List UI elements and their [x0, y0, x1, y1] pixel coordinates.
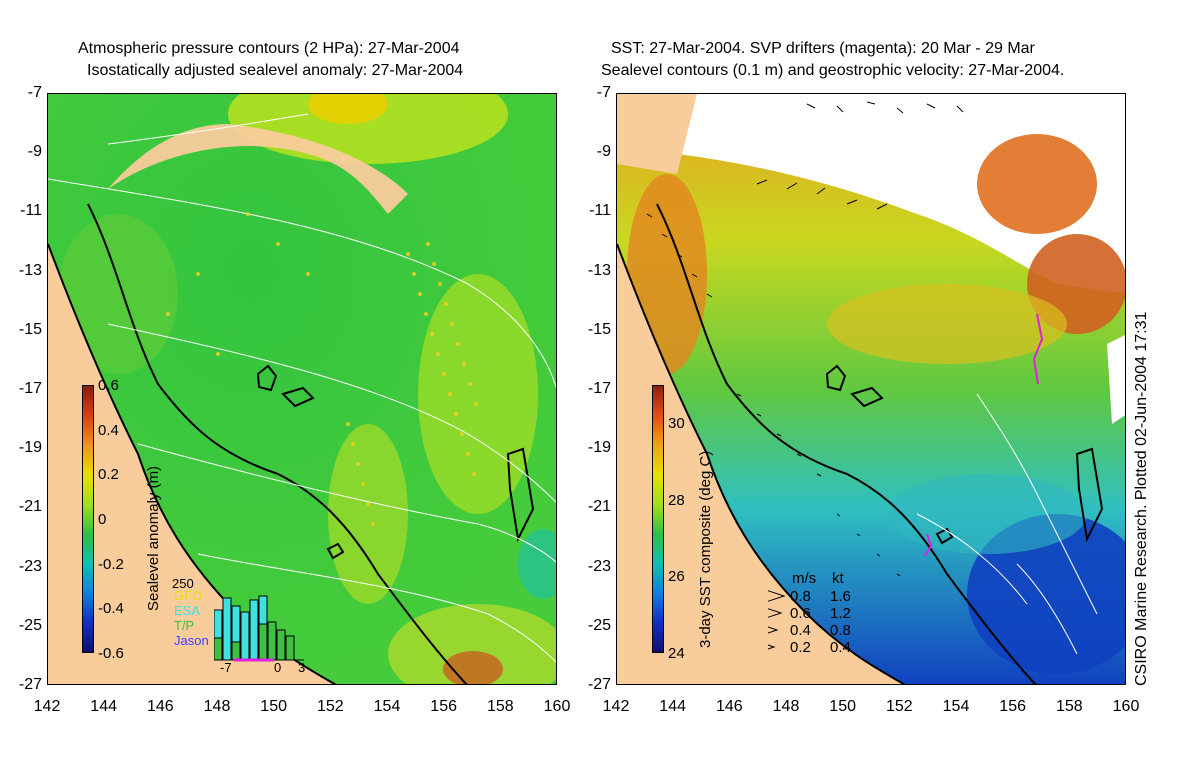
- velocity-legend-row: 0.4 0.8: [762, 622, 872, 639]
- inset-histogram: [214, 595, 304, 662]
- velocity-arrow-icon: [766, 639, 786, 659]
- left-title-line2: Isostatically adjusted sealevel anomaly:…: [87, 62, 464, 79]
- velocity-legend-row: 0.8 1.6: [762, 588, 872, 605]
- sst-colorbar-tick: 30: [668, 415, 685, 433]
- y-tick-label: -7: [596, 84, 611, 101]
- velocity-arrow-icon: [766, 605, 786, 625]
- y-tick-label: -21: [587, 498, 611, 516]
- velocity-legend-ms: 0.8: [790, 588, 811, 605]
- velocity-legend-ms: 0.2: [790, 639, 811, 656]
- y-tick-label: -17: [587, 380, 611, 397]
- sealevel-colorbar-label: Sealevel anomaly (m): [145, 465, 162, 611]
- x-tick-label: 148: [203, 698, 231, 715]
- velocity-legend-kt: 0.4: [830, 639, 851, 656]
- velocity-legend-kt-header: kt: [832, 570, 844, 587]
- x-tick-label: 146: [146, 698, 174, 715]
- velocity-legend-ms: 0.6: [790, 605, 811, 622]
- x-tick-label: 146: [715, 698, 743, 715]
- altimeter-inset: 250 GFO ESA T/P Jason -7 0 3: [172, 576, 312, 676]
- inset-legend-entry: GFO: [174, 588, 203, 603]
- x-tick-label: 158: [1055, 698, 1083, 715]
- y-tick-label: -13: [18, 261, 42, 279]
- sealevel-colorbar-tick: -0.6: [98, 645, 124, 662]
- x-tick-label: 142: [33, 698, 61, 715]
- velocity-legend-kt: 1.2: [830, 605, 851, 622]
- y-tick-label: -19: [18, 439, 42, 457]
- sst-colorbar-tick: 24: [668, 645, 685, 662]
- velocity-legend: m/s kt 0.8 1.6 0.6 1.2 0.4 0.8 0.2 0.4: [762, 570, 872, 660]
- y-tick-label: -21: [18, 498, 42, 516]
- x-tick-label: 144: [90, 698, 117, 715]
- velocity-legend-kt: 1.6: [830, 588, 851, 605]
- sealevel-colorbar-tick: 0.6: [98, 377, 119, 394]
- x-tick-label: 160: [543, 698, 571, 715]
- x-tick-label: 160: [1112, 698, 1140, 715]
- inset-legend-entry: T/P: [174, 618, 195, 633]
- sealevel-anomaly-field: [48, 94, 556, 684]
- credit-text: CSIRO Marine Research. Plotted 02-Jun-20…: [1133, 311, 1150, 686]
- x-tick-label: 144: [659, 698, 686, 715]
- inset-legend: GFO ESA T/P Jason: [174, 588, 209, 648]
- sealevel-colorbar-tick: -0.4: [98, 600, 124, 618]
- x-tick-label: 158: [486, 698, 514, 715]
- velocity-arrow-icon: [766, 622, 786, 642]
- y-tick-label: -15: [587, 320, 611, 338]
- y-tick-label: -13: [587, 261, 611, 279]
- sst-colorbar: [652, 385, 664, 653]
- y-tick-label: -17: [18, 380, 42, 397]
- sealevel-colorbar-tick: 0.2: [98, 466, 119, 484]
- velocity-legend-ms: 0.4: [790, 622, 811, 639]
- velocity-legend-row: 0.2 0.4: [762, 639, 872, 656]
- x-tick-label: 148: [772, 698, 800, 715]
- y-tick-label: -27: [587, 676, 611, 693]
- sst-colorbar-tick: 26: [668, 568, 685, 586]
- velocity-arrow-icon: [766, 588, 786, 608]
- sealevel-colorbar-tick: 0.4: [98, 421, 119, 439]
- x-tick-label: 152: [885, 698, 913, 715]
- sealevel-colorbar-tick: -0.2: [98, 555, 124, 573]
- inset-ymax-label: 250: [172, 576, 194, 591]
- inset-legend-entry: ESA: [174, 603, 201, 618]
- sealevel-anomaly-map: [47, 93, 557, 685]
- sst-composite-map: [616, 93, 1126, 685]
- x-tick-label: 142: [602, 698, 630, 715]
- y-tick-label: -23: [18, 557, 42, 575]
- y-tick-label: -25: [587, 616, 611, 634]
- y-tick-label: -23: [587, 557, 611, 575]
- velocity-legend-ms-header: m/s: [792, 570, 817, 587]
- x-tick-label: 154: [942, 698, 970, 715]
- x-tick-label: 150: [260, 698, 287, 715]
- sst-colorbar-label: 3-day SST composite (deg C): [697, 450, 714, 648]
- sealevel-colorbar-tick: 0: [98, 511, 107, 528]
- right-title-line1: SST: 27-Mar-2004. SVP drifters (magenta)…: [611, 40, 1035, 57]
- sst-field: [617, 94, 1125, 684]
- sst-colorbar-tick: 28: [668, 491, 685, 509]
- velocity-legend-row: 0.6 1.2: [762, 605, 872, 622]
- inset-xtick-1: 0: [274, 660, 282, 675]
- y-tick-label: -7: [27, 84, 42, 101]
- y-tick-label: -15: [18, 320, 42, 338]
- velocity-legend-kt: 0.8: [830, 622, 851, 639]
- y-tick-label: -11: [20, 202, 42, 220]
- sealevel-colorbar: [82, 385, 94, 653]
- x-tick-label: 156: [999, 698, 1026, 715]
- x-tick-label: 150: [829, 698, 856, 715]
- y-tick-label: -25: [18, 616, 42, 634]
- y-tick-label: -9: [596, 143, 611, 161]
- inset-legend-entry: Jason: [174, 633, 209, 648]
- inset-xtick-2: 3: [298, 660, 306, 675]
- y-tick-label: -19: [587, 439, 611, 457]
- left-title-line1: Atmospheric pressure contours (2 HPa): 2…: [78, 40, 460, 57]
- y-tick-label: -9: [27, 143, 42, 161]
- inset-xtick-0: -7: [220, 660, 232, 675]
- y-tick-label: -11: [589, 202, 611, 220]
- right-title-line2: Sealevel contours (0.1 m) and geostrophi…: [601, 62, 1065, 79]
- x-tick-label: 154: [373, 698, 401, 715]
- x-tick-label: 152: [316, 698, 344, 715]
- x-tick-label: 156: [430, 698, 457, 715]
- y-tick-label: -27: [18, 676, 42, 693]
